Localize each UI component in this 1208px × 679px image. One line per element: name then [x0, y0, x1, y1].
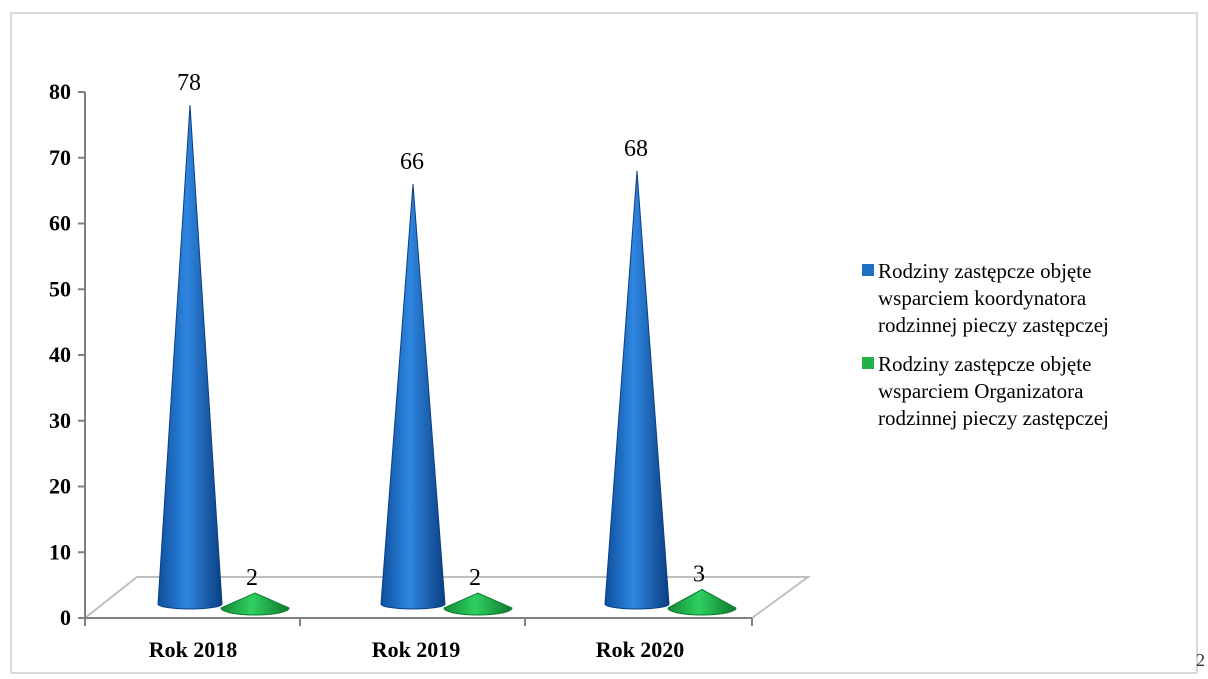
legend-item: Rodziny zastępcze objęte wsparciem Organi… — [862, 351, 1192, 432]
y-tick-label: 60 — [49, 211, 71, 236]
y-tick-label: 50 — [49, 276, 71, 301]
legend-swatch — [862, 357, 874, 369]
data-label: 78 — [177, 70, 201, 96]
legend-label: Rodziny zastępcze objęte wsparciem Organi… — [878, 351, 1109, 432]
legend-swatch — [862, 264, 874, 276]
cone-bar — [667, 588, 737, 616]
corner-mark: 2 — [1196, 650, 1205, 670]
legend-label-line: Rodziny zastępcze objęte — [878, 352, 1092, 376]
chart-labels: Rok 2018 Rok 2019 Rok 2020 78 66 68 2 2 3 — [149, 70, 705, 662]
y-tick-label: 0 — [60, 605, 71, 630]
data-label: 3 — [693, 562, 705, 588]
legend-label-line: rodzinnej pieczy zastępczej — [878, 406, 1109, 430]
x-tick-label: Rok 2020 — [596, 637, 685, 662]
data-label: 66 — [400, 149, 424, 175]
legend-label: Rodziny zastępcze objęte wsparciem koordy… — [878, 258, 1109, 339]
cone-bar — [604, 170, 670, 610]
legend-label-line: Rodziny zastępcze objęte — [878, 259, 1092, 283]
legend-label-line: wsparciem Organizatora — [878, 379, 1084, 403]
x-tick-label: Rok 2018 — [149, 637, 238, 662]
chart-marks — [157, 105, 737, 616]
y-tick-label: 30 — [49, 408, 71, 433]
data-label: 2 — [246, 565, 258, 591]
cone-bar — [443, 592, 513, 616]
data-label: 2 — [469, 565, 481, 591]
y-tick-label: 70 — [49, 145, 71, 170]
legend: Rodziny zastępcze objęte wsparciem koordy… — [862, 258, 1192, 444]
y-tick-label: 10 — [49, 539, 71, 564]
cone-bar — [220, 592, 290, 616]
y-axis: 0 10 20 30 40 50 60 70 80 — [49, 79, 753, 630]
legend-label-line: rodzinnej pieczy zastępczej — [878, 313, 1109, 337]
y-tick-label: 20 — [49, 474, 71, 499]
legend-item: Rodziny zastępcze objęte wsparciem koordy… — [862, 258, 1192, 339]
y-tick-label: 80 — [49, 79, 71, 104]
y-tick-label: 40 — [49, 342, 71, 367]
cone-bar — [157, 105, 223, 610]
x-tick-label: Rok 2019 — [372, 637, 461, 662]
data-label: 68 — [624, 136, 648, 162]
legend-label-line: wsparciem koordynatora — [878, 286, 1087, 310]
cone-bar — [380, 184, 446, 610]
